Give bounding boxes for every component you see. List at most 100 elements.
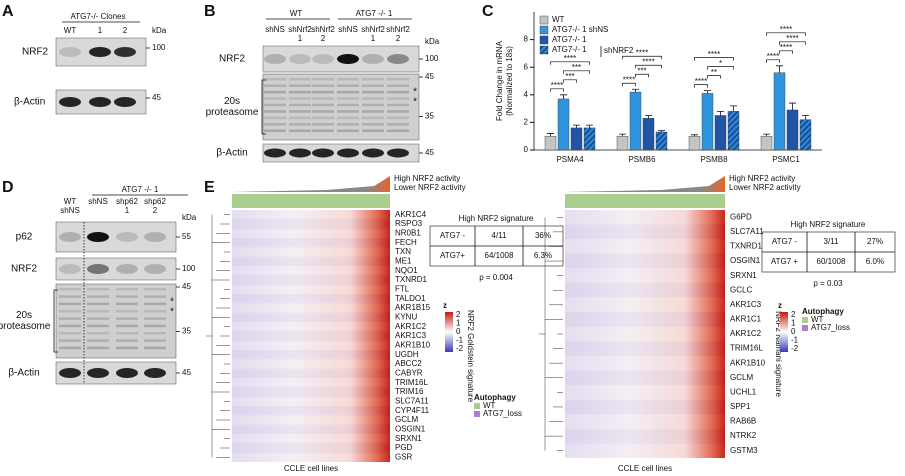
lane-label: WT [64,26,77,35]
legend-swatch [539,15,549,25]
legend-high: High NRF2 activity [729,174,795,183]
gene-label: NR0B1 [395,228,421,237]
gene-label: SLC7A11 [730,227,764,236]
sig-label: **** [708,50,720,59]
lane-label: shNS [265,25,285,34]
band [87,339,109,342]
band [144,264,166,274]
heatmap-row [565,312,725,327]
band [144,232,166,242]
band [289,84,311,87]
row-label: NRF2 [22,47,49,58]
band [362,123,384,126]
bar [688,135,701,151]
band [116,339,138,342]
band [87,295,109,298]
bar [642,118,655,151]
y-tick-label: 4 [524,90,529,99]
band [362,97,384,100]
key-tick: 0 [456,327,461,336]
x-axis-label: CCLE cell lines [284,464,338,473]
gene-label: AKR1C3 [395,331,427,340]
y-tick-label: 2 [524,118,529,127]
band [264,78,286,81]
sig-label: **** [642,57,654,66]
heatmap-row [232,452,390,462]
band [59,97,81,107]
band [362,90,384,94]
kda-label: kDa [152,26,167,35]
error-bar [645,115,652,119]
table-cell: 27% [867,237,883,246]
band [116,368,138,378]
star-label: * [170,297,174,308]
heatmap-row [232,396,390,406]
band [337,54,359,64]
lane-label: shNS [88,197,108,206]
gene-label: RAB6B [730,417,756,426]
bar [714,115,727,151]
sig-bracket [550,88,564,92]
band [289,129,311,133]
heatmap-row [232,238,390,248]
panel-letter: C [482,3,494,20]
legend-label: WT [552,15,565,24]
table-title: High NRF2 signature [791,220,866,229]
band [337,90,359,94]
panel-letter: D [2,179,14,196]
heatmap-row [232,312,390,322]
sig-bracket [779,41,806,45]
heatmap-row [232,340,390,350]
heatmap-row [565,341,725,356]
bar [701,93,714,151]
band [264,90,286,94]
band [264,103,286,107]
marker-label: 35 [425,112,434,121]
gene-label: PGD [395,443,413,452]
kda-label: kDa [425,37,440,46]
table-cell: 6.0% [866,257,884,266]
sig-label: ** [711,68,717,77]
gene-label: TXN [395,247,411,256]
band [89,97,111,107]
lane-label: shp62 [116,197,138,206]
lane-label: 2 [321,34,326,43]
sig-bracket [622,55,662,60]
marker-label: 35 [182,327,191,336]
table-cell: ATG7 + [771,257,799,266]
lane-label: WT [64,197,77,206]
activity-curve [232,176,390,192]
x-tick-label: PSMC1 [772,155,800,164]
heatmap-row [232,424,390,434]
band [289,116,311,120]
band [144,295,166,298]
band [59,310,81,313]
gene-label: TXNRD1 [730,242,763,251]
sig-label: **** [551,81,563,90]
table-cell: 4/11 [492,231,508,240]
heatmap-row [232,256,390,266]
band [264,123,286,126]
heatmap-row [232,443,390,453]
legend-low: Lower NRF2 activity [394,183,466,192]
key-tick: 1 [791,319,796,328]
marker-label: 100 [425,54,439,63]
autophagy-bar [232,194,390,208]
band [387,103,409,107]
autophagy-item: WT [483,401,496,410]
band [387,116,409,120]
band [59,232,81,242]
table-cell: ATG7+ [440,251,465,260]
row-label: proteasome [0,321,51,332]
row-label: proteasome [206,107,259,118]
band [387,90,409,94]
autophagy-bar [565,194,725,208]
band [87,368,109,378]
sig-label: *** [637,66,646,75]
heatmap-row [232,368,390,378]
band [87,264,109,274]
row-label: β-Actin [8,368,39,379]
legend-label: ATG7-/- 1 [552,45,587,54]
band [144,288,166,291]
band [116,324,138,328]
